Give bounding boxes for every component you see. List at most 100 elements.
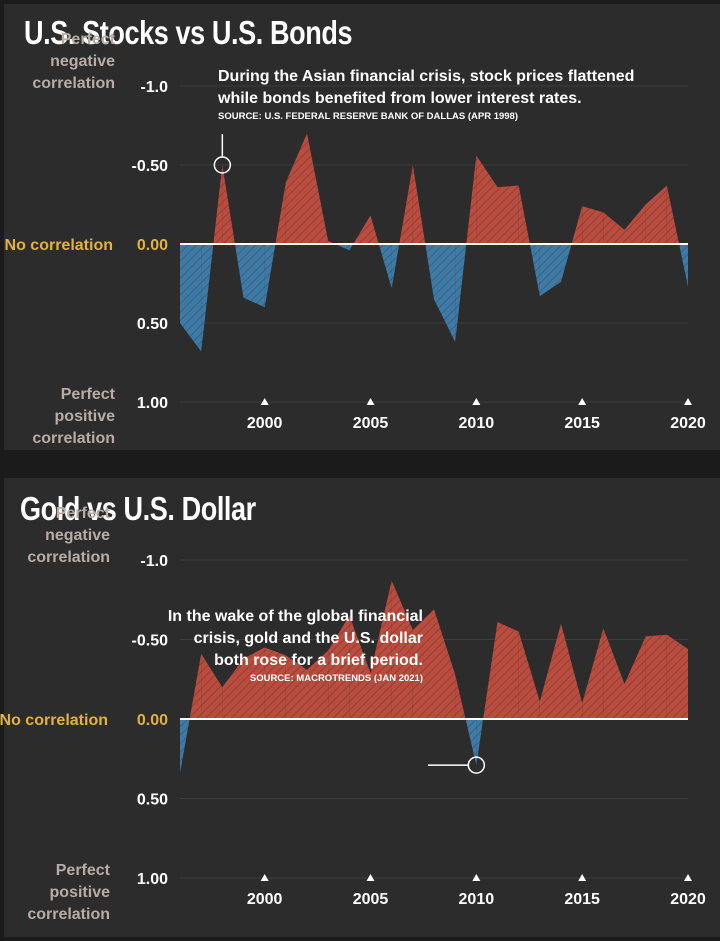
x-tick-label: 2010 xyxy=(459,891,495,908)
perfect-positive-label: correlation xyxy=(32,430,115,447)
positive-area-segment xyxy=(539,244,561,297)
perfect-negative-label: Perfect xyxy=(56,505,111,522)
no-correlation-label: No correlation xyxy=(5,237,113,254)
annotation-text: In the wake of the global financial xyxy=(168,608,423,625)
x-tick-marker xyxy=(366,398,375,405)
stocks-bonds-panel: U.S. Stocks vs U.S. Bonds 1.00 0.50 0.00 -0… xyxy=(4,4,720,450)
negative-area-segment xyxy=(353,215,371,244)
positive-area-segment xyxy=(434,244,456,342)
negative-area-segment xyxy=(201,653,223,719)
negative-area-segment xyxy=(189,653,202,719)
annotation-source: SOURCE: U.S. FEDERAL RESERVE BANK OF DAL… xyxy=(218,111,518,122)
x-tick-marker xyxy=(260,398,269,405)
annotation-text: During the Asian financial crisis, stock… xyxy=(218,68,634,85)
negative-area-segment xyxy=(539,623,561,719)
annotation-text: both rose for a brief period. xyxy=(214,652,423,669)
annotation-source: SOURCE: MACROTRENDS (JAN 2021) xyxy=(250,673,423,684)
perfect-negative-label: correlation xyxy=(32,75,115,92)
x-tick-label: 2015 xyxy=(564,415,600,432)
positive-area-segment xyxy=(679,244,688,287)
negative-area-segment xyxy=(243,647,265,719)
negative-area-segment xyxy=(603,628,625,719)
y-tick-label: 0.00 xyxy=(137,712,168,729)
negative-area-segment xyxy=(370,215,379,244)
negative-area-segment xyxy=(466,155,477,244)
x-tick-marker xyxy=(472,874,481,881)
negative-area-segment xyxy=(328,615,350,719)
x-tick-marker xyxy=(260,874,269,881)
positive-area-segment xyxy=(335,244,350,251)
negative-area-segment xyxy=(624,204,646,244)
x-tick-marker xyxy=(578,874,587,881)
positive-area-segment xyxy=(425,244,434,300)
chart-title: U.S. Stocks vs U.S. Bonds xyxy=(24,14,353,51)
positive-area-segment xyxy=(180,719,190,774)
y-tick-label: -1.0 xyxy=(140,553,168,570)
negative-area-segment xyxy=(603,212,625,244)
x-tick-label: 2005 xyxy=(353,415,389,432)
negative-area-segment xyxy=(349,615,371,719)
negative-area-segment xyxy=(412,165,426,244)
negative-area-segment xyxy=(307,650,329,719)
negative-area-segment xyxy=(518,185,530,244)
perfect-negative-label: Perfect xyxy=(61,31,116,48)
negative-area-segment xyxy=(455,674,466,719)
positive-area-segment xyxy=(243,244,265,308)
y-tick-label: -0.50 xyxy=(132,633,169,650)
annotation-text: while bonds benefited from lower interes… xyxy=(217,90,582,107)
perfect-positive-label: positive xyxy=(50,884,111,901)
negative-area-segment xyxy=(497,185,519,244)
positive-area-segment xyxy=(180,244,202,352)
y-tick-label: -1.0 xyxy=(140,79,168,96)
negative-area-segment xyxy=(391,580,413,719)
positive-area-segment xyxy=(465,719,477,766)
negative-area-segment xyxy=(264,647,286,719)
no-correlation-label: No correlation xyxy=(0,712,108,729)
negative-area-segment xyxy=(666,185,680,244)
negative-area-segment xyxy=(399,165,413,244)
annotation-text: crisis, gold and the U.S. dollar xyxy=(194,630,423,647)
x-tick-label: 2005 xyxy=(353,891,389,908)
perfect-positive-label: Perfect xyxy=(61,386,116,403)
negative-area-segment xyxy=(624,636,646,719)
perfect-positive-label: Perfect xyxy=(56,862,111,879)
gold-dollar-chart: 1.00 0.50 0.00 -0.50 -1.0 Perfect positive corr… xyxy=(0,505,706,923)
negative-area-segment xyxy=(222,658,244,719)
perfect-negative-label: negative xyxy=(45,527,110,544)
negative-area-segment xyxy=(666,634,688,719)
x-tick-label: 2020 xyxy=(670,415,706,432)
negative-area-segment xyxy=(561,623,583,719)
stocks-bonds-chart: 1.00 0.50 0.00 -0.50 -1.0 Perfect positive corr… xyxy=(5,31,706,447)
negative-area-segment xyxy=(275,182,286,244)
x-tick-label: 2020 xyxy=(670,891,706,908)
negative-area-segment xyxy=(222,165,235,244)
perfect-negative-label: correlation xyxy=(27,549,110,566)
x-tick-marker xyxy=(366,874,375,881)
negative-area-segment xyxy=(213,165,223,244)
x-tick-label: 2000 xyxy=(247,415,283,432)
negative-area-segment xyxy=(645,634,667,719)
perfect-positive-label: correlation xyxy=(27,906,110,923)
negative-area-segment xyxy=(497,622,519,719)
negative-area-segment xyxy=(412,609,434,719)
y-tick-label: 0.00 xyxy=(137,237,168,254)
negative-area-segment xyxy=(483,622,498,719)
positive-area-segment xyxy=(264,244,276,308)
negative-area-segment xyxy=(582,206,604,244)
y-tick-label: 1.00 xyxy=(137,395,168,412)
positive-area-segment xyxy=(476,719,484,766)
positive-area-segment xyxy=(349,244,354,251)
positive-area-segment xyxy=(529,244,540,297)
negative-area-segment xyxy=(476,155,498,244)
negative-area-segment xyxy=(582,628,604,719)
x-tick-marker xyxy=(684,398,692,405)
x-tick-marker xyxy=(684,874,692,881)
perfect-negative-label: negative xyxy=(50,53,115,70)
perfect-positive-label: positive xyxy=(55,408,116,425)
x-tick-label: 2010 xyxy=(459,415,495,432)
gold-dollar-panel: Gold vs U.S. Dollar 1.00 0.50 0.00 -0.50 -1.… xyxy=(0,478,720,937)
x-tick-label: 2000 xyxy=(247,891,283,908)
positive-area-segment xyxy=(378,244,392,289)
y-tick-label: 0.50 xyxy=(137,792,168,809)
negative-area-segment xyxy=(285,133,307,244)
